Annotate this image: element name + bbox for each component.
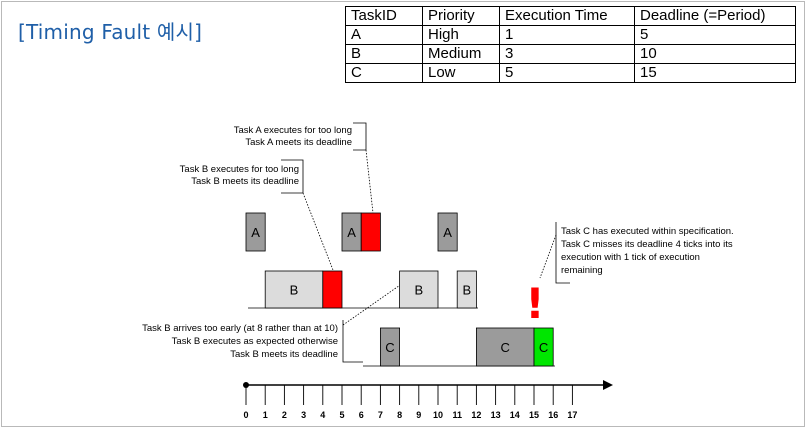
task-b-early-callout-bracket bbox=[342, 320, 363, 363]
time-axis-tick-label: 16 bbox=[548, 410, 558, 420]
task-b-callout-bracket bbox=[281, 159, 304, 194]
task-b-early-callout-line: Task B meets its deadline bbox=[230, 349, 338, 360]
task-block-label: A bbox=[347, 225, 356, 240]
time-axis-tick-label: 6 bbox=[359, 410, 364, 420]
task-block-rect bbox=[322, 270, 343, 309]
task-a-callout-line: Task A executes for too long bbox=[234, 125, 352, 136]
task-b-early-callout-line: Task B arrives too early (at 8 rather th… bbox=[142, 323, 338, 334]
time-axis-tick-label: 15 bbox=[529, 410, 539, 420]
time-axis-tick-label: 3 bbox=[301, 410, 306, 420]
time-axis-tick-label: 17 bbox=[567, 410, 577, 420]
task-block-a1: A bbox=[245, 212, 266, 252]
task-block-label: A bbox=[251, 225, 260, 240]
task-block-label: C bbox=[501, 340, 510, 355]
task-c-callout-line: remaining bbox=[561, 265, 603, 276]
header-taskid: TaskID bbox=[345, 6, 423, 26]
table-row: C Low 5 15 bbox=[345, 63, 796, 83]
task-a-leader-line bbox=[365, 149, 374, 214]
task-block-label: B bbox=[290, 283, 299, 298]
task-a-callout-line: Task A meets its deadline bbox=[245, 137, 352, 148]
task-blocks: A A A B B B C C C bbox=[245, 212, 554, 367]
slide-title: [Timing Fault 예시] bbox=[18, 20, 203, 44]
task-block-label: C bbox=[385, 340, 394, 355]
task-block-a2: A bbox=[341, 212, 362, 252]
time-axis-tick-label: 11 bbox=[452, 410, 462, 420]
time-axis-tick-label: 13 bbox=[491, 410, 501, 420]
task-block-rect bbox=[475, 327, 535, 367]
task-b-callout-line: Task B meets its deadline bbox=[191, 176, 299, 187]
time-axis-tick-label: 14 bbox=[510, 410, 520, 420]
time-axis-tick-label: 0 bbox=[243, 410, 248, 420]
task-block-a2-over bbox=[360, 212, 381, 252]
task-block-rect bbox=[533, 327, 554, 367]
cell-priority: Low bbox=[422, 63, 500, 83]
time-axis-tick-label: 8 bbox=[397, 410, 402, 420]
task-block-rect bbox=[437, 212, 458, 252]
task-block-rect bbox=[379, 327, 400, 367]
task-c-callout-line: Task C misses its deadline 4 ticks into … bbox=[561, 239, 733, 250]
time-axis-tick-label: 7 bbox=[378, 410, 383, 420]
task-a-callout-bracket bbox=[353, 122, 367, 151]
deadline-miss-alert-icon: ! bbox=[525, 279, 544, 328]
task-block-rect bbox=[456, 270, 477, 309]
task-b-early-leader-line bbox=[342, 282, 404, 326]
task-b-leader-line bbox=[302, 192, 334, 271]
callout-connectors bbox=[281, 122, 570, 363]
task-c-callout-line: Task C has executed within specification… bbox=[561, 226, 734, 237]
time-axis-tick-label: 5 bbox=[339, 410, 344, 420]
task-block-c2: C bbox=[475, 327, 535, 367]
task-block-label: C bbox=[539, 340, 548, 355]
task-block-rect bbox=[245, 212, 266, 252]
task-b-early-callout-line: Task B executes as expected otherwise bbox=[172, 336, 338, 347]
task-block-a3: A bbox=[437, 212, 458, 252]
task-block-b2: B bbox=[399, 270, 439, 309]
task-b-callout-line: Task B executes for too long bbox=[180, 164, 299, 175]
task-block-rect bbox=[399, 270, 439, 309]
task-c-callout-bracket bbox=[555, 222, 570, 284]
header-deadline: Deadline (=Period) bbox=[634, 6, 796, 26]
time-axis-tick-label: 2 bbox=[282, 410, 287, 420]
task-block-rect bbox=[360, 212, 381, 252]
time-axis-tick-label: 1 bbox=[263, 410, 268, 420]
time-axis-tick-label: 9 bbox=[416, 410, 421, 420]
callout-texts: Task A executes for too long Task A meet… bbox=[142, 125, 734, 360]
task-table-header-row: TaskID Priority Execution Time Deadline … bbox=[345, 6, 796, 26]
time-axis-tick-label: 4 bbox=[320, 410, 325, 420]
task-block-c1: C bbox=[379, 327, 400, 367]
time-axis: 0 1 2 3 4 5 6 7 8 9 10 11 12 13 14 15 16 17 bbox=[243, 380, 613, 420]
task-block-c3: C bbox=[533, 327, 554, 367]
task-block-b1: B bbox=[264, 270, 324, 309]
time-axis-tick-label: 12 bbox=[471, 410, 481, 420]
task-block-b3: B bbox=[456, 270, 477, 309]
task-block-label: B bbox=[414, 283, 423, 298]
task-c-leader-line bbox=[539, 234, 557, 279]
cell-deadline: 15 bbox=[634, 63, 796, 83]
time-axis-arrow-icon bbox=[603, 380, 613, 390]
task-block-label: B bbox=[462, 283, 471, 298]
task-block-b1-over bbox=[322, 270, 343, 309]
task-table: TaskID Priority Execution Time Deadline … bbox=[345, 6, 796, 83]
task-c-callout-line: execution with 1 tick of execution bbox=[561, 252, 700, 263]
task-block-rect bbox=[264, 270, 324, 309]
time-axis-tick-label: 10 bbox=[433, 410, 443, 420]
cell-deadline: 10 bbox=[634, 44, 796, 64]
task-block-label: A bbox=[443, 225, 452, 240]
